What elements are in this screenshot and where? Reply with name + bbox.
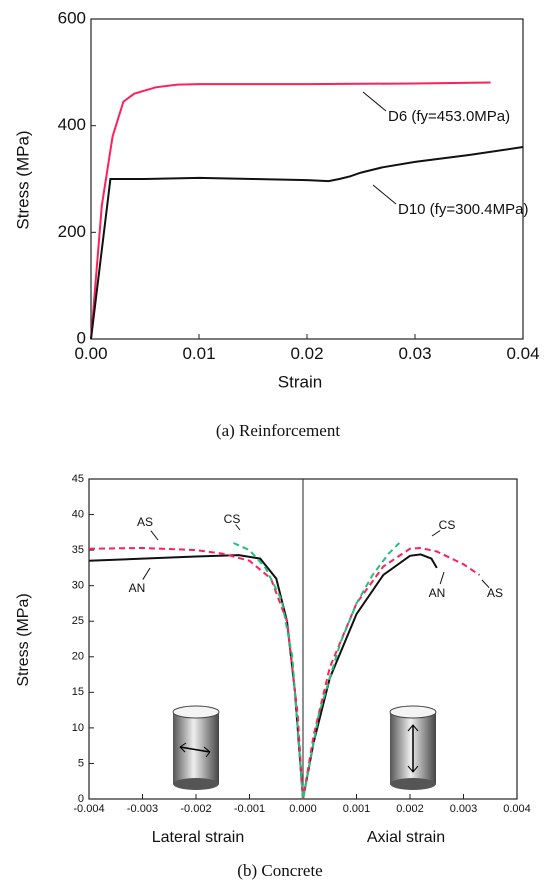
x-tick-label: 0.000 bbox=[289, 803, 317, 815]
y-tick-label: 200 bbox=[58, 222, 86, 241]
y-tick-label: 10 bbox=[72, 722, 84, 734]
y-tick-label: 600 bbox=[58, 8, 86, 27]
caption: (a) Reinforcement bbox=[216, 421, 340, 440]
x-tick-label: 0.003 bbox=[450, 803, 478, 815]
leader-line bbox=[235, 524, 241, 531]
y-tick-label: 25 bbox=[72, 615, 84, 627]
y-tick-label: 5 bbox=[78, 757, 84, 769]
series-label: CS bbox=[224, 512, 241, 526]
x-tick-label: -0.001 bbox=[234, 803, 265, 815]
x-tick-label: -0.002 bbox=[180, 803, 211, 815]
x-tick-label: 0.02 bbox=[290, 344, 323, 363]
leader-line bbox=[481, 579, 490, 589]
series-line bbox=[90, 146, 524, 340]
series-line bbox=[90, 81, 491, 340]
y-tick-label: 0 bbox=[78, 793, 84, 805]
leader-line bbox=[439, 571, 445, 585]
cylinder-axial bbox=[389, 705, 437, 790]
leader-line bbox=[150, 530, 159, 541]
x-tick-label: 0.00 bbox=[74, 344, 107, 363]
series-label: AN bbox=[429, 586, 446, 600]
x-tick-label: 0.04 bbox=[506, 344, 539, 363]
y-tick-label: 35 bbox=[72, 544, 84, 556]
series-label: CS bbox=[439, 518, 456, 532]
y-tick-label: 30 bbox=[72, 580, 84, 592]
y-tick-label: 45 bbox=[72, 473, 84, 485]
x-tick-label: 0.002 bbox=[396, 803, 424, 815]
y-tick-label: 400 bbox=[58, 115, 86, 134]
y-tick-label: 15 bbox=[72, 686, 84, 698]
caption: (b) Concrete bbox=[237, 861, 322, 880]
series-label: AS bbox=[137, 515, 153, 529]
series-label: AN bbox=[129, 581, 146, 595]
y-tick-label: 40 bbox=[72, 508, 84, 520]
y-axis-label: Stress (MPa) bbox=[15, 593, 32, 686]
annotation: D10 (fy=300.4MPa) bbox=[398, 201, 528, 218]
x-tick-label: 0.01 bbox=[182, 344, 215, 363]
x-axis-label: Strain bbox=[278, 372, 322, 391]
x-axis-label: Lateral strain bbox=[152, 829, 245, 846]
x-tick-label: 0.004 bbox=[503, 803, 531, 815]
series-line bbox=[233, 542, 401, 800]
leader-line bbox=[362, 91, 387, 112]
annotation: D6 (fy=453.0MPa) bbox=[388, 108, 510, 125]
leader-line bbox=[142, 567, 151, 580]
y-tick-label: 20 bbox=[72, 651, 84, 663]
cylinder-lateral bbox=[172, 705, 220, 790]
leader-line bbox=[372, 184, 397, 205]
leader-line bbox=[431, 530, 441, 537]
x-axis-label: Axial strain bbox=[367, 829, 445, 846]
x-tick-label: 0.03 bbox=[398, 344, 431, 363]
y-axis-label: Stress (MPa) bbox=[13, 130, 32, 229]
x-tick-label: -0.003 bbox=[127, 803, 158, 815]
x-tick-label: -0.004 bbox=[73, 803, 104, 815]
series-label: AS bbox=[487, 586, 503, 600]
y-tick-label: 0 bbox=[77, 328, 86, 347]
x-tick-label: 0.001 bbox=[343, 803, 371, 815]
